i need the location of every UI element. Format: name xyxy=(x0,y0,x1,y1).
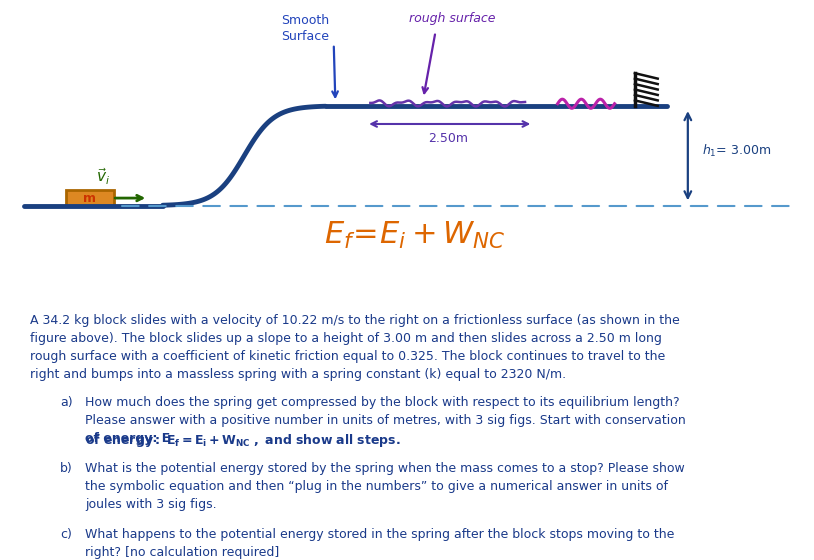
Text: the symbolic equation and then “plug in the numbers” to give a numerical answer : the symbolic equation and then “plug in … xyxy=(85,480,668,493)
Text: What is the potential energy stored by the spring when the mass comes to a stop?: What is the potential energy stored by t… xyxy=(85,463,685,475)
Text: How much does the spring get compressed by the block with respect to its equilib: How much does the spring get compressed … xyxy=(85,396,680,409)
Text: m: m xyxy=(83,192,96,204)
Text: $h_{\rm 1}$= 3.00m: $h_{\rm 1}$= 3.00m xyxy=(702,143,772,159)
Text: a): a) xyxy=(60,396,72,409)
Text: of energy: E: of energy: E xyxy=(85,432,170,445)
Text: joules with 3 sig figs.: joules with 3 sig figs. xyxy=(85,498,217,511)
Text: b): b) xyxy=(60,463,72,475)
Text: rough surface with a coefficient of kinetic friction equal to 0.325. The block c: rough surface with a coefficient of kine… xyxy=(30,351,665,363)
Text: A 34.2 kg block slides with a velocity of 10.22 m/s to the right on a frictionle: A 34.2 kg block slides with a velocity o… xyxy=(30,314,680,328)
Text: Smooth
Surface: Smooth Surface xyxy=(281,14,330,43)
Text: right? [no calculation required]: right? [no calculation required] xyxy=(85,547,279,559)
Text: figure above). The block slides up a slope to a height of 3.00 m and then slides: figure above). The block slides up a slo… xyxy=(30,333,662,346)
Text: Please answer with a positive number in units of metres, with 3 sig figs. Start : Please answer with a positive number in … xyxy=(85,414,685,427)
Text: $E_f\!=\!E_i + W_{NC}$: $E_f\!=\!E_i + W_{NC}$ xyxy=(324,220,506,251)
Text: 2.50m: 2.50m xyxy=(427,132,468,144)
Text: right and bumps into a massless spring with a spring constant (k) equal to 2320 : right and bumps into a massless spring w… xyxy=(30,368,566,381)
Text: $\vec{v}_i$: $\vec{v}_i$ xyxy=(96,167,110,188)
Text: c): c) xyxy=(60,529,72,542)
Text: $\mathbf{of\ energy:\ E_f = E_i + W_{NC}\ ,\ and\ show\ all\ steps.}$: $\mathbf{of\ energy:\ E_f = E_i + W_{NC}… xyxy=(85,432,400,449)
FancyBboxPatch shape xyxy=(66,190,114,206)
Text: What happens to the potential energy stored in the spring after the block stops : What happens to the potential energy sto… xyxy=(85,529,674,542)
Text: rough surface: rough surface xyxy=(409,12,495,25)
